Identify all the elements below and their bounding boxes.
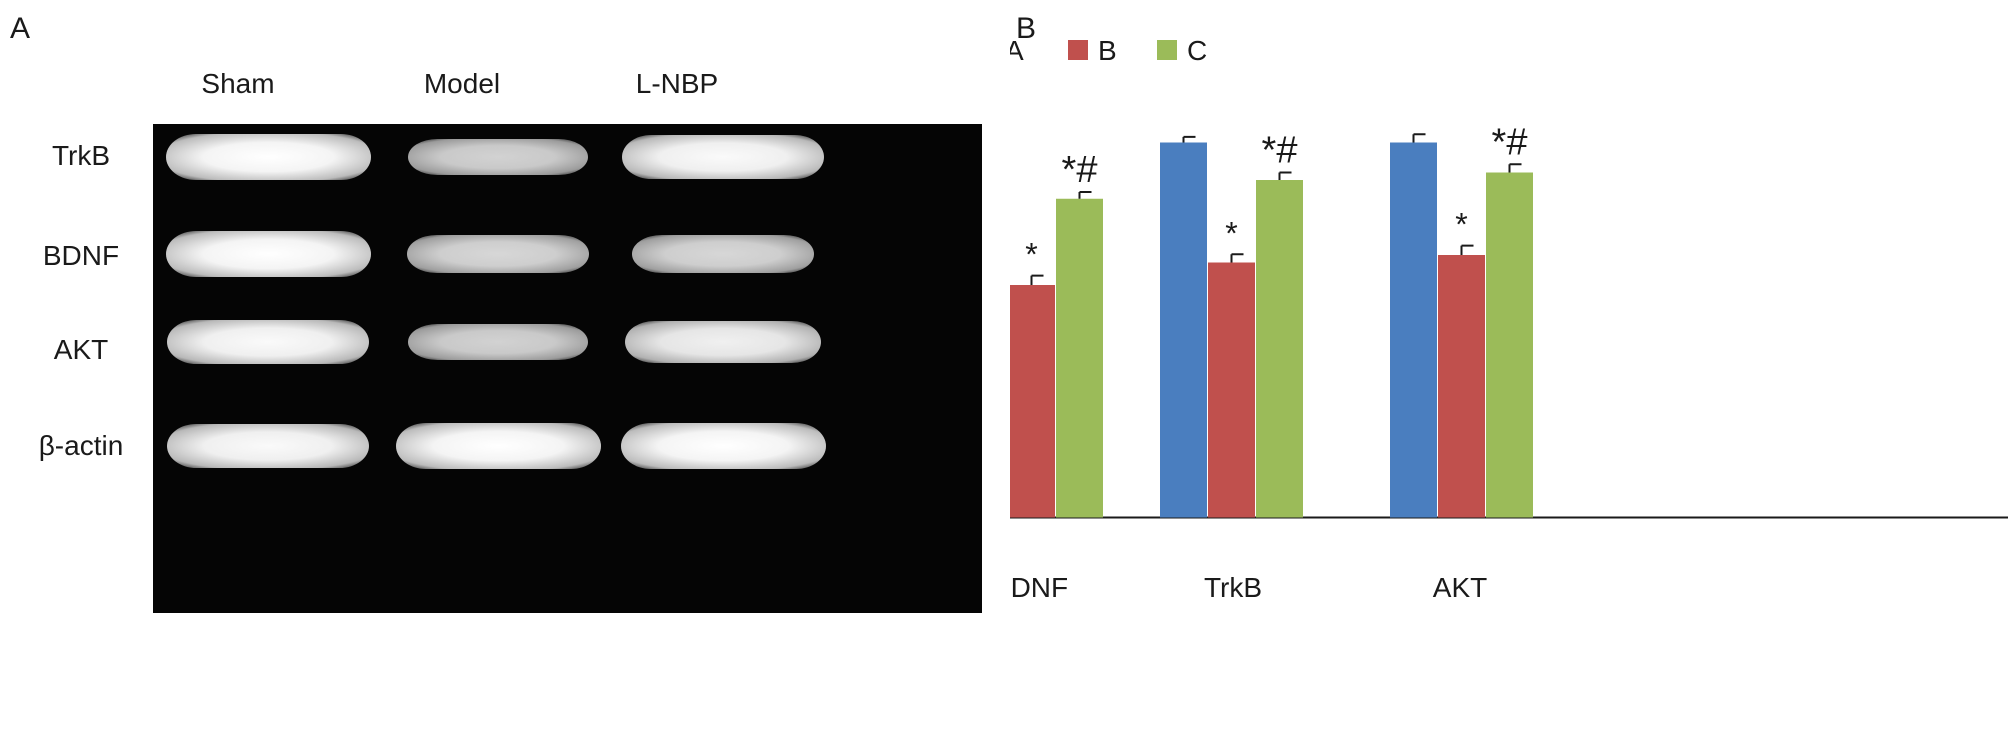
bar-akt-a [1390,142,1437,518]
blot-column-label-lnbp: L-NBP [635,68,719,99]
blot-band-bdnf-2 [406,235,589,273]
blot-band-akt-1 [166,319,370,365]
blot-band-actin-1 [166,423,370,469]
legend-swatch-c [1157,40,1177,60]
legend-label-a: A [1010,35,1024,66]
bar-trkb-c [1256,180,1303,518]
significance-akt-b: * [1455,207,1467,243]
bar-bdnf-c [1056,198,1103,518]
blot-band-trkb-1 [165,134,371,180]
blot-band-akt-2 [408,323,588,361]
legend-swatch-b [1068,40,1088,60]
blot-band-bdnf-3 [631,235,814,273]
blot-band-trkb-3 [621,134,825,180]
bar-trkb-a [1160,142,1207,518]
legend-label-b: B [1098,35,1117,66]
blot-band-actin-3 [620,423,826,469]
significance-bdnf-b: * [1025,237,1037,273]
bar-bdnf-b [1010,285,1055,518]
bar-akt-b [1438,255,1485,518]
significance-trkb-b: * [1225,215,1237,251]
panel-a-western-blot: A Sham Model L-NBP TrkB BDNF AKT β-actin [10,12,982,613]
bar-akt-c [1486,172,1533,518]
legend-label-c: C [1187,35,1207,66]
blot-band-bdnf-1 [165,231,371,277]
blot-column-label-model: Model [423,68,501,99]
x-category-label-trkb: TrkB [1204,572,1262,603]
significance-trkb-c: *# [1262,130,1298,172]
panel-a-letter: A [10,12,31,45]
blot-row-label-beta-actin: β-actin [38,430,124,461]
significance-bdnf-c: *# [1062,149,1098,191]
blot-band-akt-3 [624,320,822,364]
blot-band-trkb-2 [408,138,588,176]
panel-b-bar-chart: B-0.10.10.30.50.70.91.11.3Relative prote… [1010,0,2008,735]
blot-column-label-sham: Sham [201,68,275,99]
x-category-label-bdnf: BDNF [1010,572,1068,603]
bar-trkb-b [1208,262,1255,518]
bar-chart-svg: B-0.10.10.30.50.70.91.11.3Relative prote… [1010,12,2008,603]
blot-row-label-trkb: TrkB [51,140,111,171]
blot-row-label-akt: AKT [53,334,109,365]
x-category-label-akt: AKT [1433,572,1487,603]
blot-row-label-bdnf: BDNF [42,240,120,271]
western-blot-image [153,124,982,613]
significance-akt-c: *# [1492,121,1528,163]
blot-band-actin-2 [395,423,601,469]
panel-b-letter: B [1016,12,1036,45]
